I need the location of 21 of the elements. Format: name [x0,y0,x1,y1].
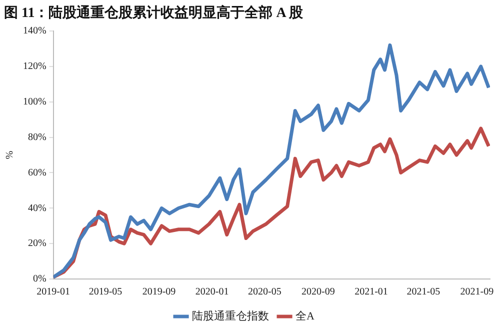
x-tick-label: 2020-05 [248,286,282,298]
legend-label: 全A [296,310,315,322]
y-axis-title: % [4,150,16,160]
y-tick-label: 80% [28,132,46,143]
x-tick-label: 2019-01 [36,286,70,298]
legend-label: 陆股通重仓指数 [192,309,270,322]
x-tick-label: 2021-01 [354,286,388,298]
y-tick-label: 100% [22,96,46,108]
y-tick-label: 40% [28,202,46,214]
chart-title: 图 11：陆股通重仓股累计收益明显高于全部 A 股 [3,4,304,22]
y-tick-label: 60% [28,167,46,178]
x-tick-label: 2021-05 [406,286,440,298]
x-tick-label: 2020-01 [195,286,229,298]
x-tick-label: 2019-05 [88,286,122,298]
y-tick-label: 0% [32,274,46,285]
x-tick-label: 2020-09 [302,286,335,298]
y-tick-label: 140% [22,26,46,37]
x-tick-label: 2021-09 [460,286,494,298]
y-tick-label: 120% [22,61,46,72]
x-tick-label: 2019-09 [142,286,176,298]
y-tick-label: 20% [28,238,46,250]
